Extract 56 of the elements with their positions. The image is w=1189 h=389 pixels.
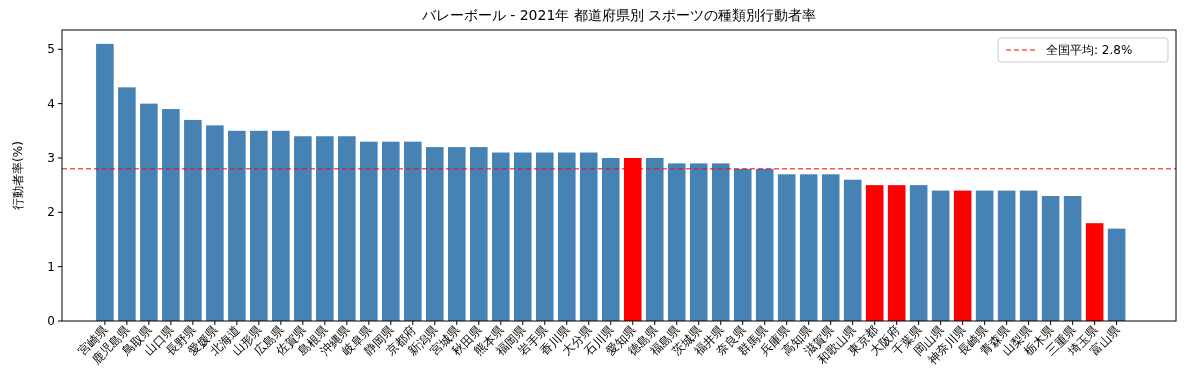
bar: [1085, 223, 1104, 321]
bar: [557, 152, 576, 321]
bar: [513, 152, 532, 321]
bar: [96, 43, 114, 321]
bar: [645, 157, 664, 321]
bar: [360, 141, 378, 321]
chart-title: バレーボール - 2021年 都道府県別 スポーツの種類別行動者率: [420, 7, 817, 23]
bar: [469, 147, 488, 321]
bar: [931, 190, 950, 321]
y-tick-label: 2: [47, 205, 55, 220]
bar: [162, 109, 180, 321]
bar: [118, 87, 136, 321]
bar: [689, 163, 708, 321]
bar: [777, 174, 796, 321]
bar: [1019, 190, 1038, 321]
bar: [887, 185, 906, 321]
y-tick-label: 0: [47, 314, 55, 328]
y-tick-label: 4: [47, 96, 55, 111]
bar: [491, 152, 510, 321]
bar: [909, 185, 928, 321]
bar: [1041, 196, 1060, 321]
bar: [1107, 228, 1126, 321]
bar: [206, 125, 224, 321]
bar: [711, 163, 730, 321]
bar: [338, 136, 356, 321]
bar: [448, 147, 466, 321]
bar: [667, 163, 686, 321]
y-tick-label: 1: [47, 259, 55, 274]
bar: [799, 174, 818, 321]
bar: [535, 152, 554, 321]
bar: [228, 130, 246, 321]
bar: [294, 136, 312, 321]
bar: [250, 130, 268, 321]
bar: [997, 190, 1016, 321]
bar: [953, 190, 972, 321]
legend-label: 全国平均: 2.8%: [1046, 43, 1133, 57]
bar: [1063, 196, 1082, 321]
bar: [865, 185, 884, 321]
bar: [316, 136, 334, 321]
y-axis-title: 行動者率(%): [11, 141, 25, 210]
bar: [755, 168, 774, 321]
bar: [426, 147, 444, 321]
bar: [843, 179, 862, 321]
bar: [821, 174, 840, 321]
y-tick-label: 5: [47, 42, 55, 57]
bar: [733, 168, 752, 321]
bar: [601, 157, 620, 321]
bar: [272, 130, 290, 321]
bar: [579, 152, 598, 321]
bar: [140, 103, 158, 321]
legend: 全国平均: 2.8%: [997, 37, 1169, 63]
bar: [975, 190, 994, 321]
y-tick-label: 3: [47, 150, 55, 165]
bar: [404, 141, 422, 321]
bar: [382, 141, 400, 321]
bar: [184, 119, 202, 321]
